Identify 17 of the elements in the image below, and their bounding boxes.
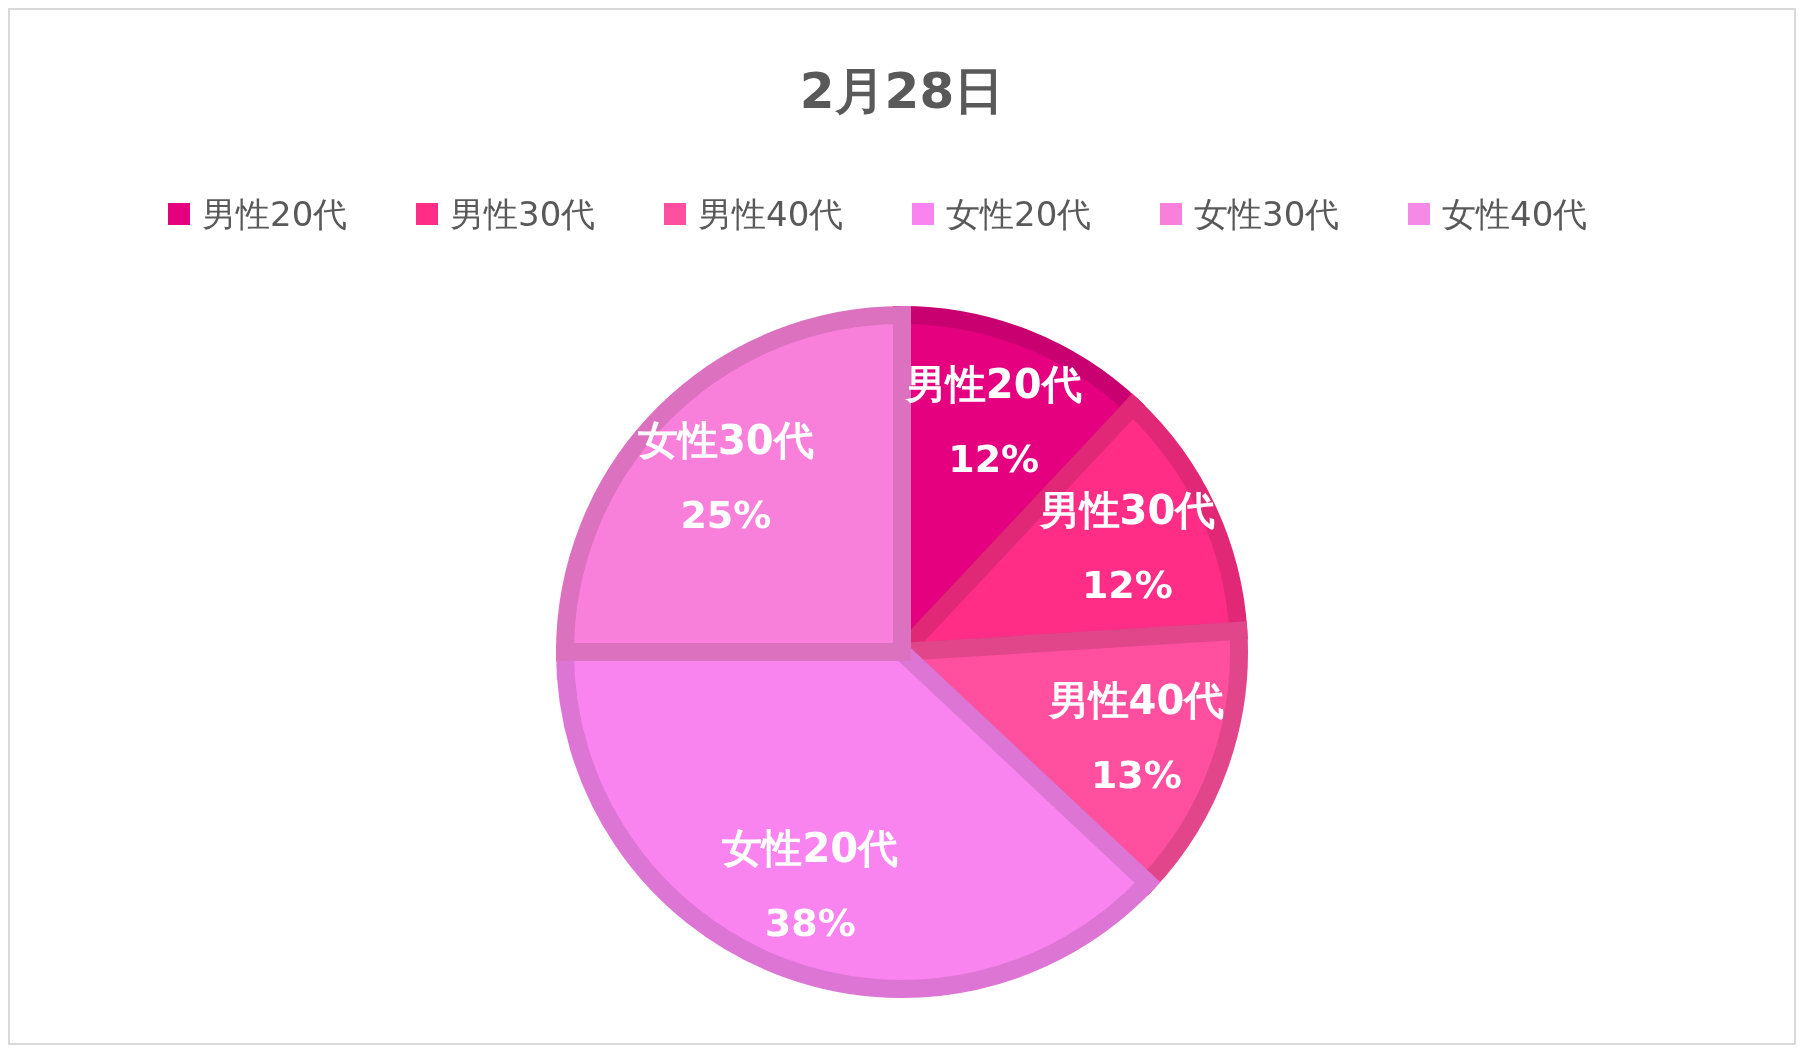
data-label: 38%	[764, 900, 856, 945]
legend-label: 女性40代	[1442, 194, 1588, 234]
chart-title: 2月28日	[799, 62, 1005, 120]
data-label: 12%	[1081, 562, 1173, 607]
legend-label: 女性30代	[1194, 194, 1340, 234]
data-label: 13%	[1090, 753, 1182, 798]
slice-label: 女性20代	[722, 824, 899, 871]
legend-label: 男性30代	[450, 194, 596, 234]
data-label: 25%	[680, 492, 772, 537]
slice-label: 男性20代	[904, 361, 1082, 408]
slice-label: 男性40代	[1047, 677, 1225, 724]
legend-label: 女性20代	[946, 194, 1092, 234]
data-label: 12%	[948, 437, 1040, 482]
legend-label: 男性40代	[698, 194, 844, 234]
slice-label: 女性30代	[638, 416, 814, 463]
legend-label: 男性20代	[202, 194, 348, 234]
slice-label: 男性30代	[1038, 486, 1216, 533]
